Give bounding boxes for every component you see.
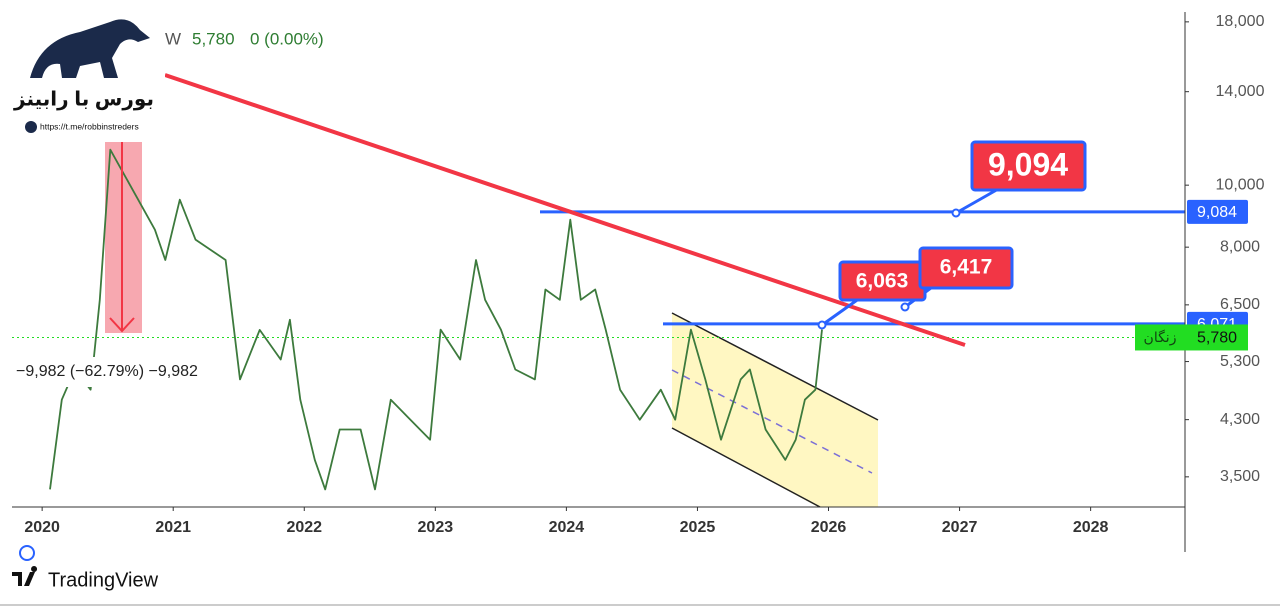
logo-title: بورس با رابینز [13,88,154,110]
y-tick-label: 3,500 [1220,468,1260,485]
measure-label-bg [12,357,234,387]
x-tick-label: 2023 [418,519,454,536]
measure-label: −9,982 (−62.79%) −9,982 [16,363,198,380]
trendline [164,73,966,347]
x-tick-label: 2027 [942,519,978,536]
header-price: 5,780 [192,29,235,48]
channel-upper [671,312,879,421]
callout-pointer [955,186,1001,215]
anchor-dot [951,208,961,218]
x-tick-label: 2022 [286,519,322,536]
x-tick-label: 2021 [155,519,191,536]
interval: W [165,29,181,48]
measure-arrowhead [109,317,135,333]
logo-bg [0,0,165,142]
y-tick-label: 4,300 [1220,411,1260,428]
level-label: 9,084 [1197,204,1237,221]
logo-link: https://t.me/robbinstreders [40,121,139,131]
y-tick-label: 18,000 [1216,13,1265,30]
channel-fill [672,313,878,507]
callout-text: 6,063 [856,270,909,293]
callout-box [970,140,1087,192]
measure-box [105,140,142,333]
x-tick-label: 2026 [811,519,847,536]
y-tick-label: 14,000 [1216,83,1265,100]
last-price-name: زنگان [1144,329,1177,346]
callout-text: 6,417 [940,256,993,279]
y-tick-label: 5,300 [1220,353,1260,370]
plot [12,21,1189,511]
header-change: 0 (0.00%) [250,29,324,48]
last-price-tag [1135,324,1248,351]
callout-box [918,246,1014,290]
channel-lower [671,427,821,508]
callout-text: 9,094 [988,146,1068,182]
x-tick-label: 2024 [549,519,585,536]
telegram-icon [25,121,37,133]
x-tick-label: 2020 [24,519,60,536]
anchor-dot [900,302,910,312]
x-tick-label: 2028 [1073,519,1109,536]
channel-mid [671,369,873,474]
y-tick-label: 6,500 [1220,296,1260,313]
pin-icon [19,545,35,561]
last-price-label: 5,780 [1197,330,1237,347]
price-line [49,148,823,491]
y-tick-label: 10,000 [1216,176,1265,193]
tv-logo [12,566,38,586]
callout-pointer [821,296,861,327]
level-tag [1187,199,1248,224]
x-tick-label: 2025 [680,519,716,536]
logo-bull [30,19,150,78]
y-tick-label: 8,000 [1220,238,1260,255]
anchor-dot [817,320,827,330]
brand: TradingView [48,569,159,591]
